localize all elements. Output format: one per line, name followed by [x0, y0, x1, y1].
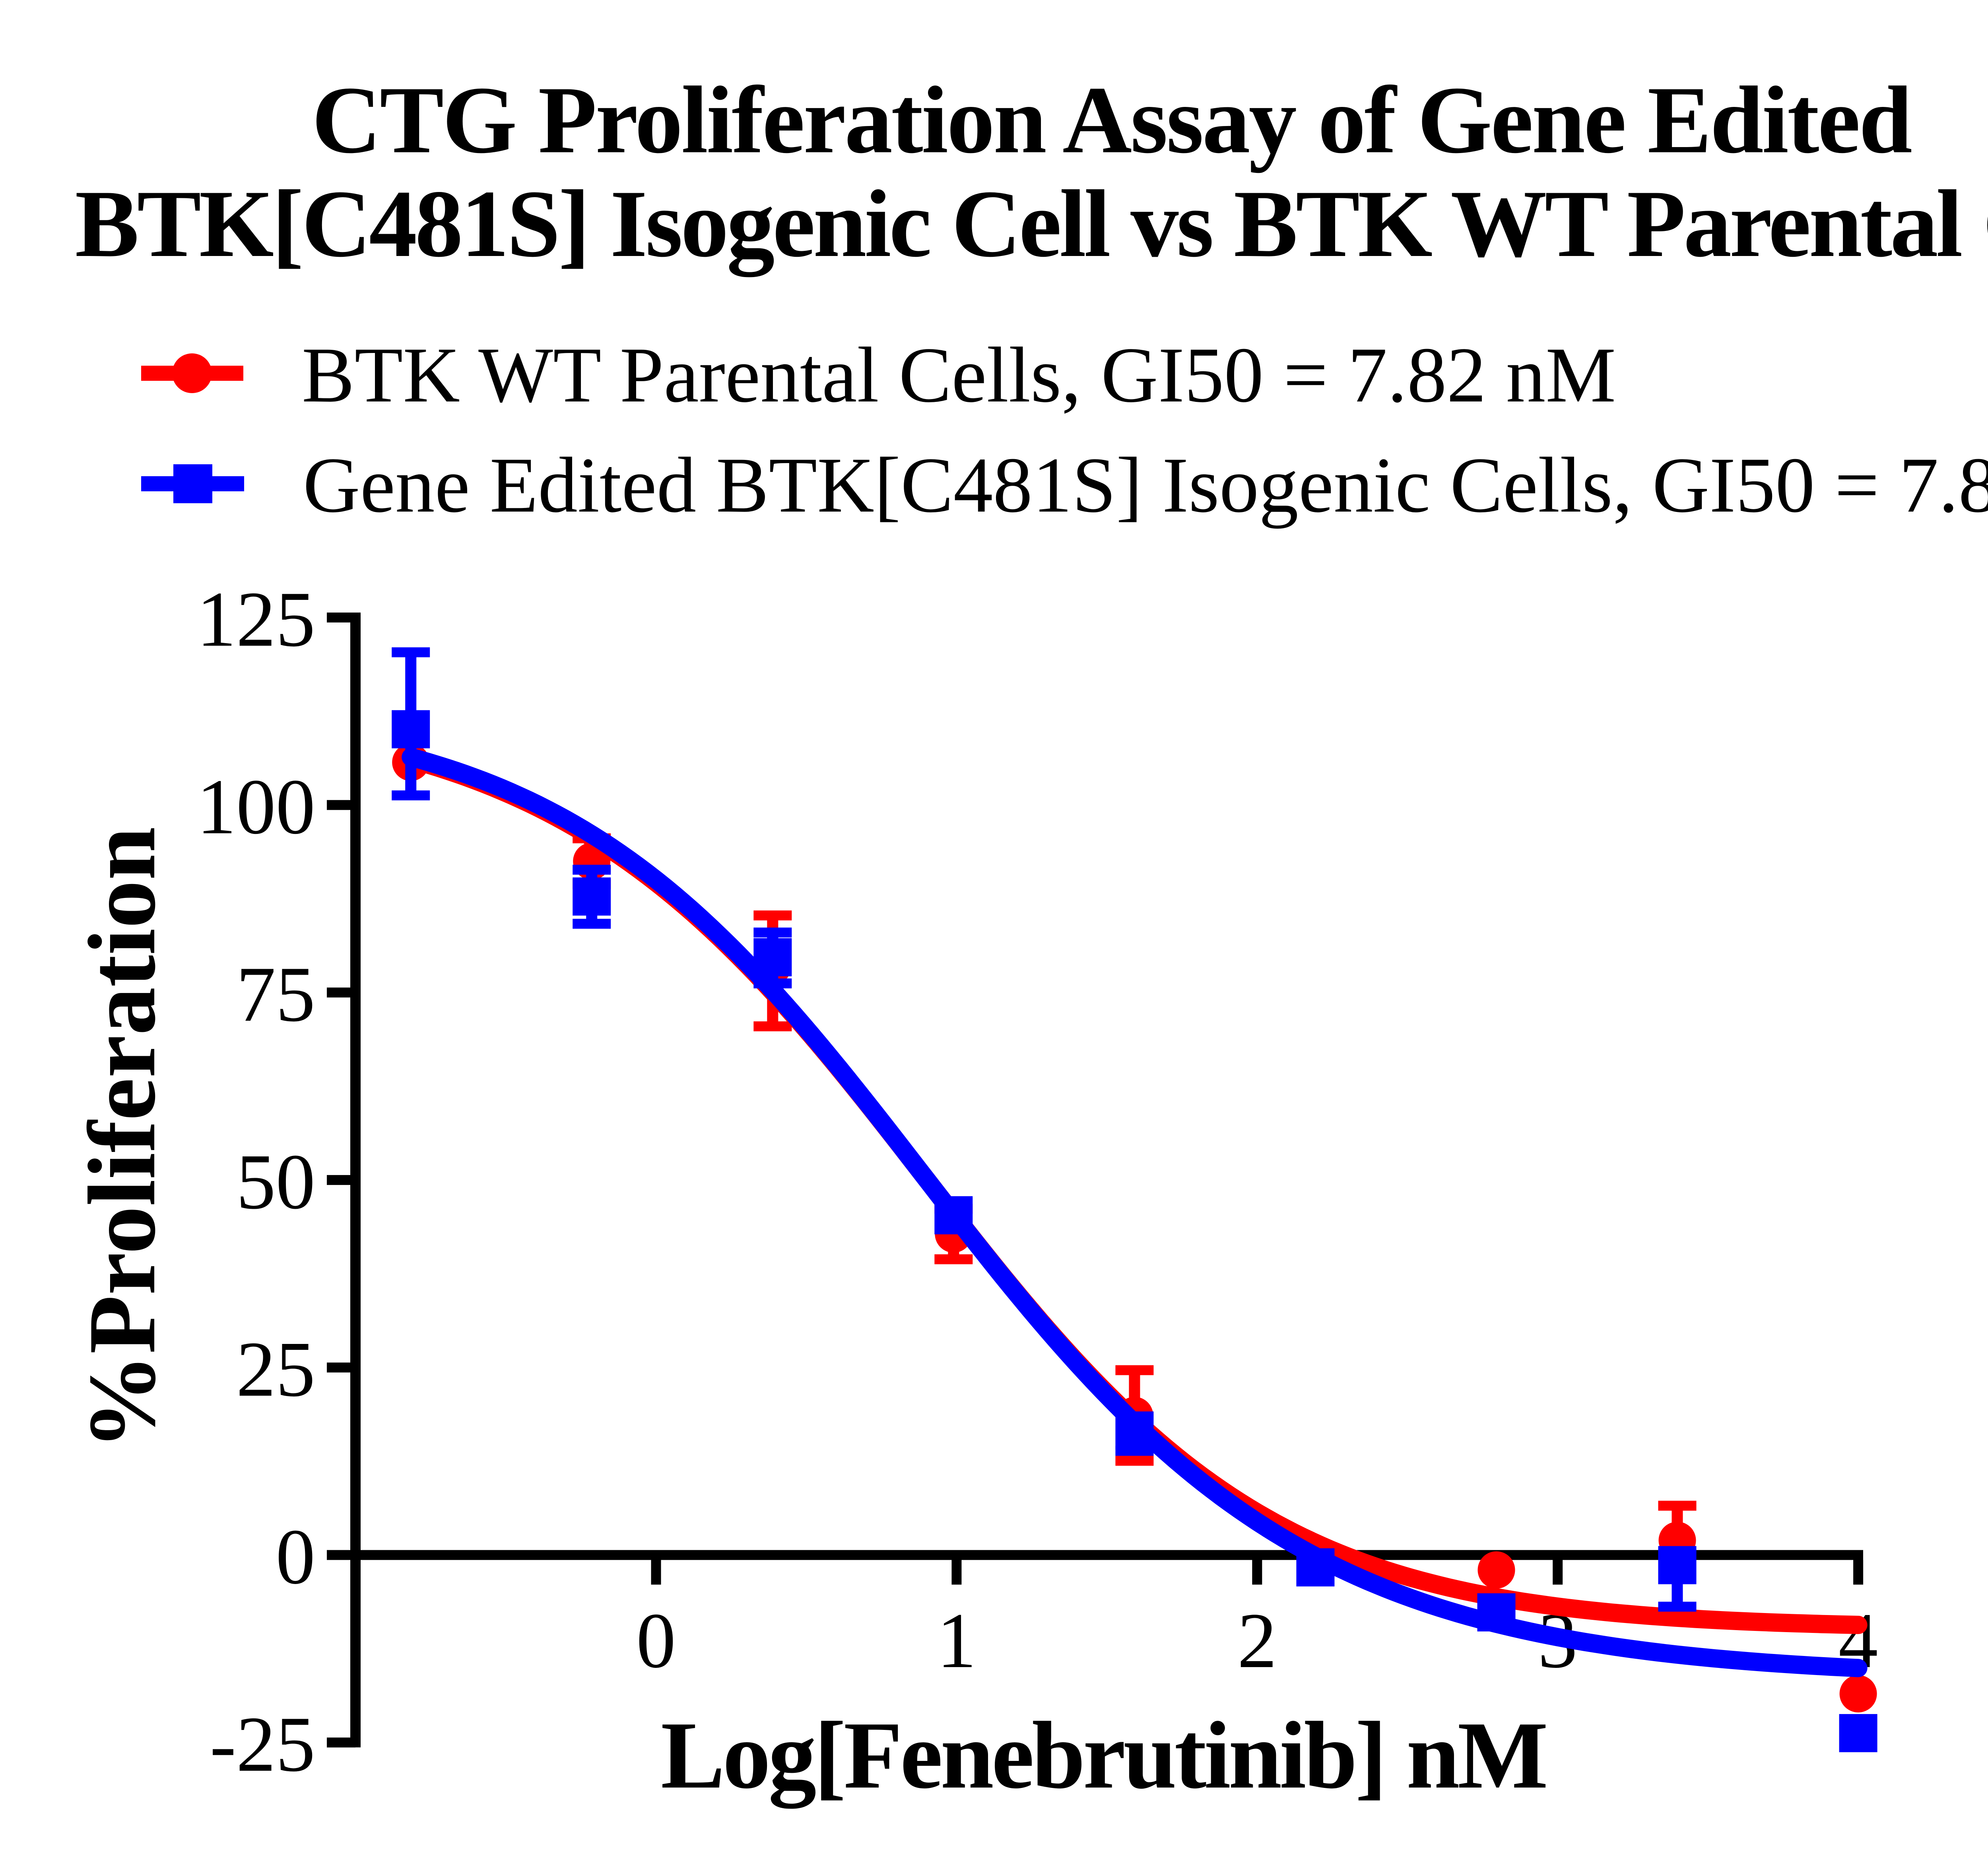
svg-text:1: 1: [937, 1597, 977, 1685]
svg-text:125: 125: [197, 576, 316, 663]
svg-text:Gene Edited BTK[C481S] Isogeni: Gene Edited BTK[C481S] Isogenic Cells, G…: [303, 442, 1988, 529]
svg-text:50: 50: [236, 1138, 315, 1226]
svg-text:CTG Proliferation Assay of Gen: CTG Proliferation Assay of Gene Edited: [312, 67, 1911, 173]
svg-text:Log[Fenebrutinib] nM: Log[Fenebrutinib] nM: [661, 1702, 1546, 1809]
svg-text:75: 75: [236, 951, 315, 1038]
svg-text:BTK[C481S] Isogenic Cell vs BT: BTK[C481S] Isogenic Cell vs BTK WT Paren…: [75, 171, 1988, 277]
svg-text:-25: -25: [210, 1701, 315, 1788]
svg-text:100: 100: [197, 763, 316, 851]
svg-text:0: 0: [636, 1597, 676, 1685]
svg-text:2: 2: [1237, 1597, 1277, 1685]
svg-text:0: 0: [276, 1513, 316, 1601]
svg-text:BTK WT Parental Cells, GI50 =: BTK WT Parental Cells, GI50 = 7.82 nM: [302, 332, 1616, 419]
svg-text:25: 25: [236, 1326, 315, 1413]
svg-text:%Proliferation: %Proliferation: [69, 827, 175, 1450]
